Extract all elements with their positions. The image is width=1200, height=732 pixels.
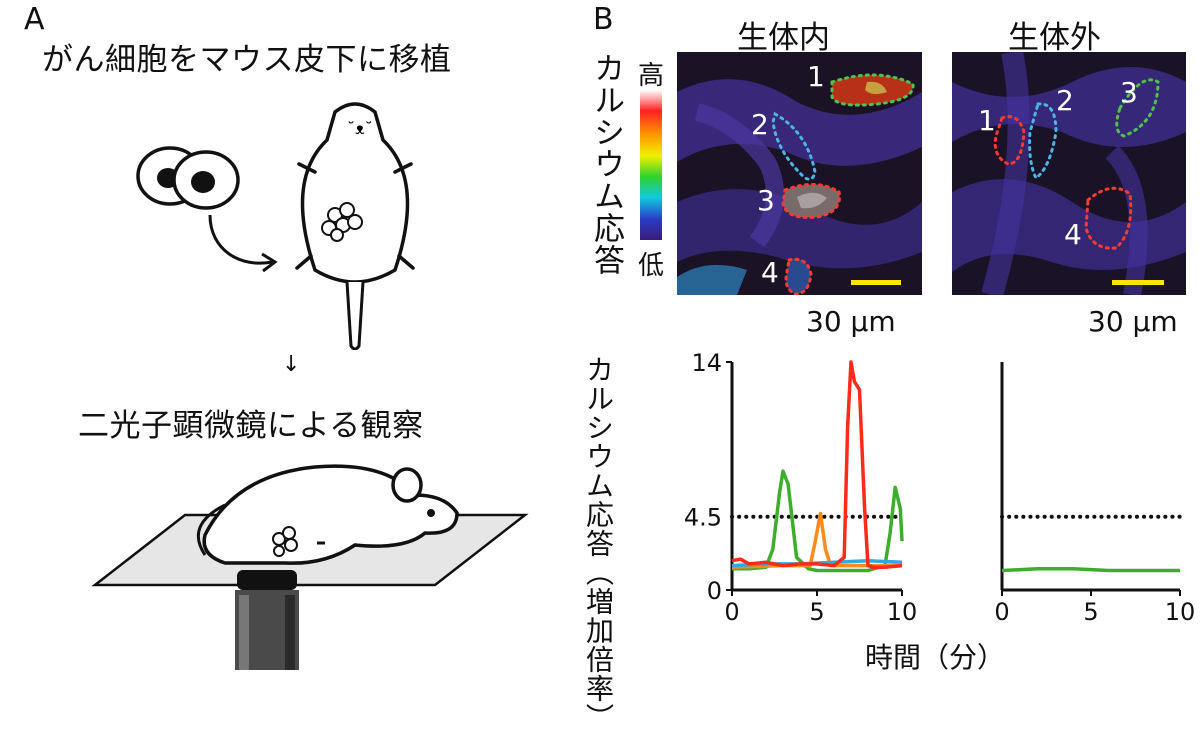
in-vivo-micrograph: 1 2 3 4: [677, 52, 922, 295]
colorbar-label: カルシウム応答: [588, 52, 624, 276]
ex-vivo-x-tick-label-2: 10: [1165, 598, 1196, 626]
in-vivo-roi-label-3: 3: [757, 184, 775, 217]
transplant-arrow-icon: [208, 214, 278, 273]
calcium-response-charts: 0 5 10 0 14 4.5 0 5 10 時間（分）: [684, 349, 1195, 673]
colorbar-low-label: 低: [638, 251, 665, 281]
step1-label: がん細胞をマウス皮下に移植: [42, 42, 452, 78]
ex-vivo-chart: 0 5 10: [994, 362, 1195, 626]
in-vivo-threshold-label: 4.5: [684, 504, 722, 532]
in-vivo-scalebar: [851, 280, 901, 285]
svg-text:˘ᴥ˘: ˘ᴥ˘: [347, 119, 373, 138]
in-vivo-roi-label-1: 1: [807, 60, 825, 93]
in-vivo-series-0: [732, 469, 904, 573]
chart-x-axis-label: 時間（分）: [865, 641, 1005, 673]
panel-a-letter: A: [24, 2, 45, 37]
ex-vivo-x-tick-label-0: 0: [994, 598, 1009, 626]
in-vivo-title: 生体内: [737, 20, 830, 56]
ex-vivo-roi-label-4: 4: [1064, 218, 1082, 251]
ex-vivo-x-tick-label-1: 5: [1083, 598, 1098, 626]
in-vivo-roi-label-4: 4: [761, 256, 779, 289]
in-vivo-x-tick-label-2: 10: [887, 598, 918, 626]
in-vivo-roi-label-2: 2: [751, 108, 769, 141]
ex-vivo-micrograph: 1 2 3 4: [952, 52, 1186, 295]
ex-vivo-title: 生体外: [1008, 20, 1101, 56]
step2-label: 二光子顕微鏡による観察: [78, 408, 424, 444]
ex-vivo-scalebar-label: 30 µm: [1088, 305, 1178, 338]
ex-vivo-roi-label-3: 3: [1120, 76, 1138, 109]
ex-vivo-roi-label-2: 2: [1056, 84, 1074, 117]
down-arrow-icon: ↓: [282, 352, 301, 377]
in-vivo-x-tick-label-1: 5: [809, 598, 824, 626]
in-vivo-series-3: [731, 360, 903, 569]
cancer-cells-icon: [136, 146, 240, 210]
colorbar: [640, 90, 662, 240]
in-vivo-y-tick-label-0: 0: [707, 577, 722, 605]
ex-vivo-scalebar: [1112, 280, 1164, 285]
two-photon-microscope-scene-icon: [91, 464, 529, 670]
in-vivo-series-1: [731, 511, 902, 569]
chart-y-axis-label: カルシウム応答（増加倍率）: [582, 355, 615, 732]
mouse-top-view-icon: ˘ᴥ˘: [295, 102, 415, 350]
in-vivo-x-tick-label-0: 0: [724, 598, 739, 626]
ex-vivo-roi-label-1: 1: [978, 104, 996, 137]
panel-b-letter: B: [593, 2, 614, 37]
in-vivo-y-tick-label-1: 14: [691, 349, 722, 377]
in-vivo-chart: 0 5 10 0 14 4.5: [684, 349, 917, 626]
colorbar-high-label: 高: [638, 61, 665, 91]
in-vivo-scalebar-label: 30 µm: [806, 305, 896, 338]
ex-vivo-series-0: [1001, 567, 1180, 573]
